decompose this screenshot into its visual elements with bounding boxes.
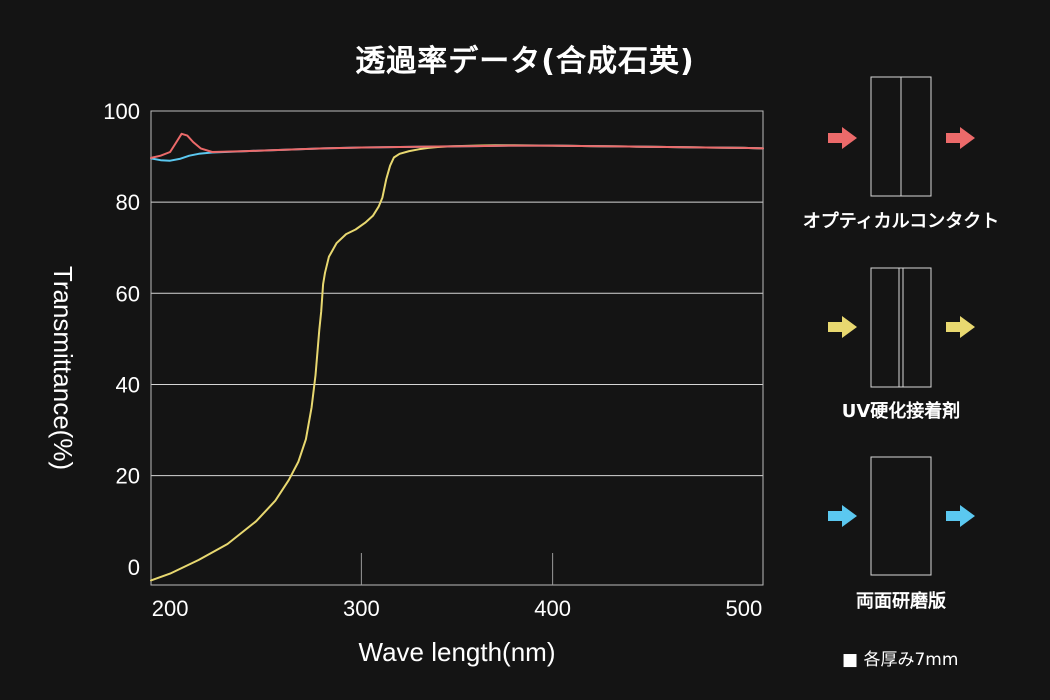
y-axis-label: Transmittance(%) — [48, 266, 78, 470]
diagram-label-uv-adhesive: UV硬化接着剤 — [841, 401, 961, 422]
series-line-2 — [150, 132, 764, 159]
arrow-in-icon — [828, 316, 857, 338]
series-line-0 — [150, 144, 764, 582]
diagram-double-polished — [828, 456, 975, 576]
plot-frame — [150, 110, 764, 586]
y-tick-labels: 0 20 40 60 80 100 — [103, 99, 140, 580]
diagram-uv-adhesive — [828, 267, 975, 388]
arrow-out-icon — [946, 127, 975, 149]
glass-block — [870, 456, 932, 576]
diagram-label-double-polished: 両面研磨版 — [856, 591, 946, 612]
diagram-label-optical-contact: オプティカルコンタクト — [802, 211, 1000, 232]
arrow-in-icon — [828, 505, 857, 527]
x-axis-label: Wave length(nm) — [359, 637, 556, 667]
chart-title: 透過率データ(合成石英) — [355, 44, 695, 79]
x-minor-ticks — [360, 553, 554, 585]
y-tick-label-100: 100 — [103, 99, 140, 124]
grid-lines — [151, 201, 763, 477]
y-tick-label-20: 20 — [116, 464, 140, 489]
y-tick-label-60: 60 — [116, 281, 140, 306]
glass-block — [870, 267, 932, 388]
x-tick-label-200: 200 — [152, 596, 189, 621]
arrow-out-icon — [946, 505, 975, 527]
arrow-out-icon — [946, 316, 975, 338]
x-tick-label-500: 500 — [726, 596, 763, 621]
arrow-in-icon — [828, 127, 857, 149]
y-tick-label-80: 80 — [116, 190, 140, 215]
y-tick-label-0: 0 — [128, 555, 140, 580]
y-tick-label-40: 40 — [116, 372, 140, 397]
x-tick-labels: 200 300 400 500 — [152, 596, 762, 621]
series-lines — [150, 132, 764, 582]
x-tick-label-400: 400 — [534, 596, 571, 621]
x-tick-label-300: 300 — [343, 596, 380, 621]
footnote: ■ 各厚み7mm — [842, 650, 959, 670]
diagram-optical-contact — [828, 76, 975, 197]
